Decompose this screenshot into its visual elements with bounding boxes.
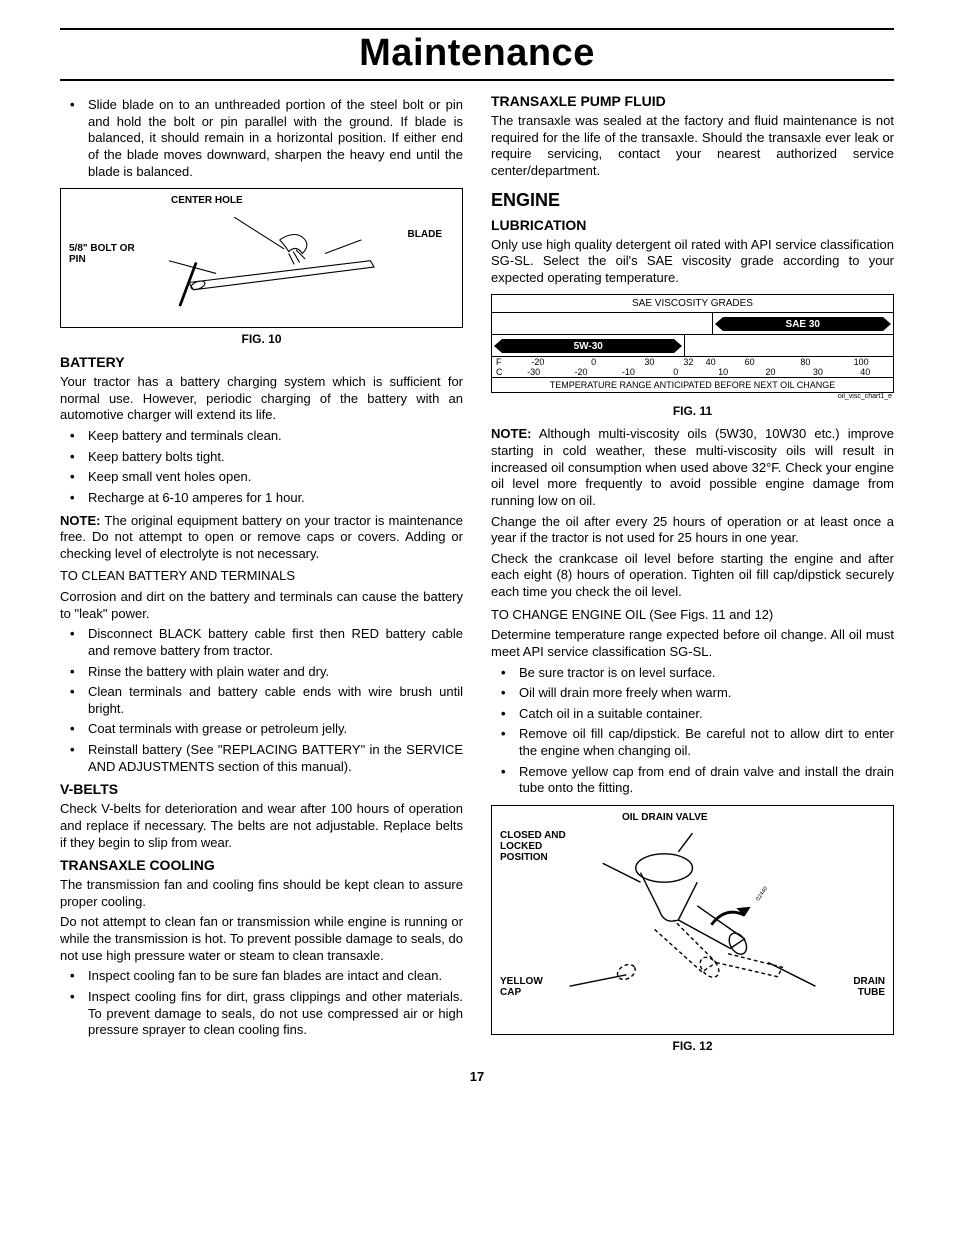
fig10-label-bolt: 5/8" BOLT OR PIN <box>69 243 139 265</box>
lubrication-heading: LUBRICATION <box>491 217 894 233</box>
transcool-p1: The transmission fan and cooling fins sh… <box>60 877 463 910</box>
chart-title: SAE VISCOSITY GRADES <box>492 295 893 313</box>
fig12-label-closed: CLOSED AND LOCKED POSITION <box>500 830 590 863</box>
left-column: Slide blade on to an unthreaded portion … <box>60 93 463 1061</box>
right-column: TRANSAXLE PUMP FLUID The transaxle was s… <box>491 93 894 1061</box>
blade-bullet-list: Slide blade on to an unthreaded portion … <box>60 97 463 180</box>
fig10-label-blade: BLADE <box>408 229 442 240</box>
lubrication-p: Only use high quality detergent oil rate… <box>491 237 894 287</box>
list-item: Inspect cooling fins for dirt, grass cli… <box>60 989 463 1039</box>
chart-row-5w30: 5W-30 <box>492 335 893 357</box>
list-item: Rinse the battery with plain water and d… <box>60 664 463 681</box>
chart-footer: TEMPERATURE RANGE ANTICIPATED BEFORE NEX… <box>492 377 893 392</box>
transcool-p2: Do not attempt to clean fan or transmiss… <box>60 914 463 964</box>
list-item: Clean terminals and battery cable ends w… <box>60 684 463 717</box>
fig10-caption: FIG. 10 <box>60 332 463 346</box>
change-oil-list: Be sure tractor is on level surface. Oil… <box>491 665 894 797</box>
transpump-p: The transaxle was sealed at the factory … <box>491 113 894 180</box>
transpump-heading: TRANSAXLE PUMP FLUID <box>491 93 894 109</box>
engine-heading: ENGINE <box>491 190 894 211</box>
fig12-label-drain: DRAIN TUBE <box>835 976 885 998</box>
vbelts-heading: V-BELTS <box>60 781 463 797</box>
svg-text:02440: 02440 <box>755 886 769 902</box>
clean-heading: TO CLEAN BATTERY AND TERMINALS <box>60 568 463 585</box>
battery-heading: BATTERY <box>60 354 463 370</box>
clean-p: Corrosion and dirt on the battery and te… <box>60 589 463 622</box>
change-interval-p: Change the oil after every 25 hours of o… <box>491 514 894 547</box>
fig12-box: OIL DRAIN VALVE CLOSED AND LOCKED POSITI… <box>491 805 894 1035</box>
fig12-label-yellow: YELLOW CAP <box>500 976 560 998</box>
list-item: Catch oil in a suitable container. <box>491 706 894 723</box>
list-item: Remove oil fill cap/dipstick. Be careful… <box>491 726 894 759</box>
list-item: Inspect cooling fan to be sure fan blade… <box>60 968 463 985</box>
list-item: Reinstall battery (See "REPLACING BATTER… <box>60 742 463 775</box>
content-columns: Slide blade on to an unthreaded portion … <box>60 93 894 1061</box>
list-item: Keep battery bolts tight. <box>60 449 463 466</box>
change-oil-heading: TO CHANGE ENGINE OIL (See Figs. 11 and 1… <box>491 607 894 624</box>
fig10-label-centerhole: CENTER HOLE <box>171 195 243 206</box>
chart-ref: oil_visc_chart1_e <box>491 393 894 400</box>
list-item: Coat terminals with grease or petroleum … <box>60 721 463 738</box>
list-item: Recharge at 6-10 amperes for 1 hour. <box>60 490 463 507</box>
fig12-label-valve: OIL DRAIN VALVE <box>622 812 708 823</box>
battery-note: NOTE: The original equipment battery on … <box>60 513 463 563</box>
viscosity-chart: SAE VISCOSITY GRADES SAE 30 5W-30 F -200… <box>491 294 894 393</box>
transcool-heading: TRANSAXLE COOLING <box>60 857 463 873</box>
list-item: Keep battery and terminals clean. <box>60 428 463 445</box>
list-item: Keep small vent holes open. <box>60 469 463 486</box>
lubrication-note: NOTE: Although multi-viscosity oils (5W3… <box>491 426 894 509</box>
page-title: Maintenance <box>60 32 894 75</box>
chart-scale-c: C -30-20 -100 1020 3040 <box>492 367 893 377</box>
list-item: Disconnect BLACK battery cable first the… <box>60 626 463 659</box>
list-item: Be sure tractor is on level surface. <box>491 665 894 682</box>
list-item: Oil will drain more freely when warm. <box>491 685 894 702</box>
fig10-box: CENTER HOLE BLADE 5/8" BOLT OR PIN <box>60 188 463 328</box>
vbelts-p: Check V-belts for deterioration and wear… <box>60 801 463 851</box>
page-number: 17 <box>60 1069 894 1084</box>
chart-row-sae30: SAE 30 <box>492 313 893 335</box>
transcool-list: Inspect cooling fan to be sure fan blade… <box>60 968 463 1039</box>
battery-p1: Your tractor has a battery charging syst… <box>60 374 463 424</box>
fig12-caption: FIG. 12 <box>491 1039 894 1053</box>
fig11-caption: FIG. 11 <box>491 404 894 418</box>
chart-band-sae30: SAE 30 <box>723 317 883 331</box>
bottom-rule <box>60 79 894 81</box>
chart-scale-f: F -200 3032 4060 80100 <box>492 357 893 367</box>
change-oil-p: Determine temperature range expected bef… <box>491 627 894 660</box>
battery-list: Keep battery and terminals clean. Keep b… <box>60 428 463 507</box>
clean-list: Disconnect BLACK battery cable first the… <box>60 626 463 775</box>
chart-band-5w30: 5W-30 <box>502 339 674 353</box>
list-item: Remove yellow cap from end of drain valv… <box>491 764 894 797</box>
top-rule <box>60 28 894 30</box>
blade-bullet: Slide blade on to an unthreaded portion … <box>60 97 463 180</box>
check-level-p: Check the crankcase oil level before sta… <box>491 551 894 601</box>
